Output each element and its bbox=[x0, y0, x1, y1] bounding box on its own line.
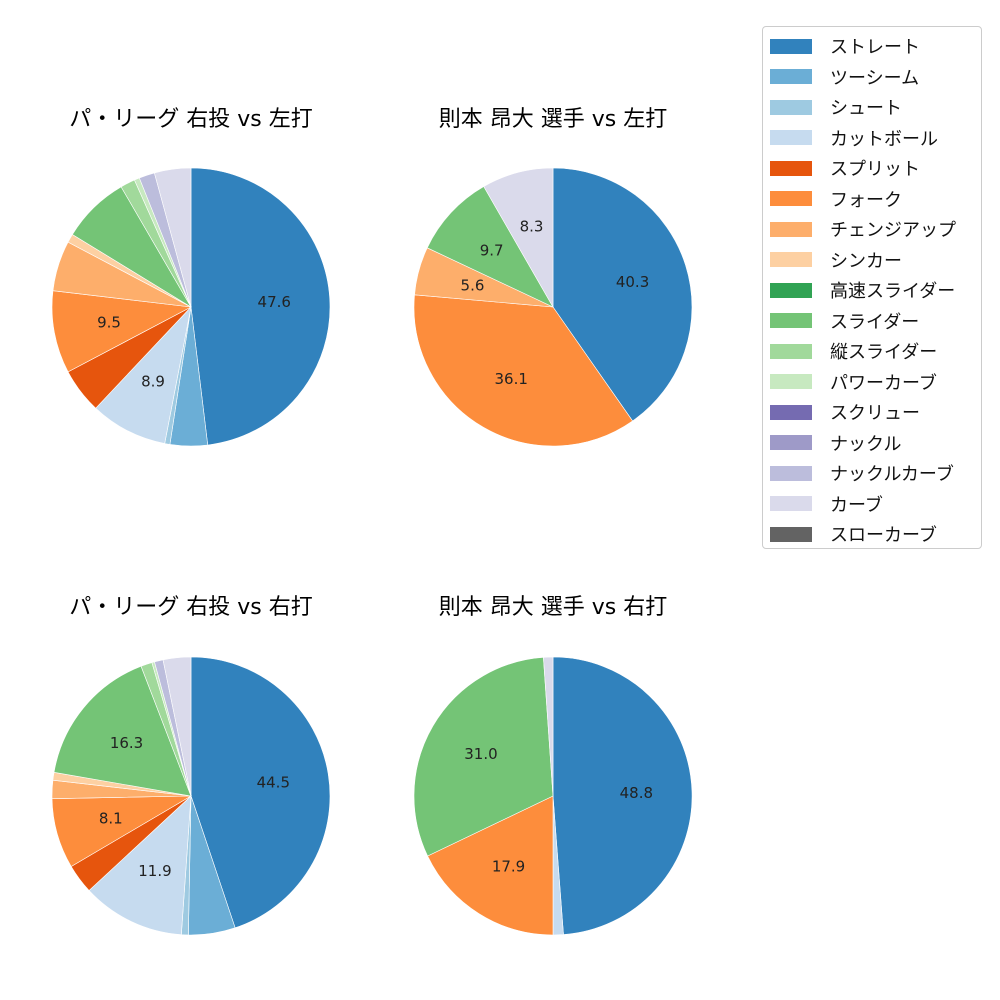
pie-slice bbox=[88, 795, 192, 935]
pie-slice bbox=[552, 656, 693, 935]
legend-item: フォーク bbox=[770, 184, 981, 215]
legend-item: スローカーブ bbox=[770, 519, 981, 550]
legend-item: ストレート bbox=[770, 31, 981, 62]
slice-label: 5.6 bbox=[461, 276, 485, 294]
pie-slice bbox=[552, 167, 693, 422]
legend-item: ナックル bbox=[770, 428, 981, 459]
legend: ストレートツーシームシュートカットボール スプリットフォークチェンジアップ シンカー… bbox=[762, 26, 982, 549]
legend-label: 高速スライダー bbox=[830, 281, 956, 303]
legend-swatch bbox=[770, 313, 812, 329]
legend-item: 高速スライダー bbox=[770, 275, 981, 306]
legend-item: シンカー bbox=[770, 245, 981, 276]
legend-swatch bbox=[770, 343, 812, 359]
pie-slice bbox=[413, 657, 554, 857]
chart-title: パ・リーグ 右投 vs 左打 bbox=[69, 107, 312, 132]
chart-title: パ・リーグ 右投 vs 右打 bbox=[69, 595, 312, 620]
pie-slice bbox=[190, 167, 331, 446]
pie-chart-3: パ・リーグ 右投 vs 右打 44.5 11.9 8.1 16.3 bbox=[51, 595, 331, 936]
legend-item: スプリット bbox=[770, 153, 981, 184]
legend-swatch bbox=[770, 374, 812, 390]
pie-chart-1: パ・リーグ 右投 vs 左打 47.6 8.9 9.5 bbox=[51, 107, 331, 447]
slice-label: 36.1 bbox=[495, 370, 528, 388]
legend-item: ツーシーム bbox=[770, 62, 981, 93]
slice-label: 11.9 bbox=[138, 862, 171, 880]
legend-swatch bbox=[770, 404, 812, 420]
legend-label: パワーカーブ bbox=[830, 372, 937, 394]
pie-chart-2: 則本 昂大 選手 vs 左打 40.3 36.1 5.6 9.7 8.3 bbox=[413, 107, 693, 447]
slice-label: 47.6 bbox=[258, 293, 291, 311]
legend-swatch bbox=[770, 496, 812, 512]
legend-label: ツーシーム bbox=[830, 67, 920, 89]
slice-label: 44.5 bbox=[257, 774, 290, 792]
chart-title: 則本 昂大 選手 vs 右打 bbox=[439, 595, 667, 620]
legend-item: パワーカーブ bbox=[770, 367, 981, 398]
legend-item: 縦スライダー bbox=[770, 336, 981, 367]
pie-slice bbox=[543, 656, 554, 797]
pie-slice bbox=[483, 167, 554, 309]
legend-swatch bbox=[770, 282, 812, 298]
legend-item: カーブ bbox=[770, 489, 981, 520]
legend-item: シュート bbox=[770, 92, 981, 123]
legend-label: 縦スライダー bbox=[830, 342, 938, 364]
legend-swatch bbox=[770, 465, 812, 481]
pie-chart-4: 則本 昂大 選手 vs 右打 48.8 17.9 31.0 bbox=[413, 595, 693, 936]
pie-slice bbox=[53, 665, 192, 797]
legend-item: ナックルカーブ bbox=[770, 458, 981, 489]
slice-label: 16.3 bbox=[110, 734, 143, 752]
legend-swatch bbox=[770, 191, 812, 207]
slice-label: 17.9 bbox=[492, 858, 525, 876]
legend-label: カーブ bbox=[830, 494, 883, 516]
legend-label: ナックルカーブ bbox=[830, 464, 954, 486]
slice-label: 8.1 bbox=[99, 810, 123, 828]
legend-label: スクリュー bbox=[830, 403, 920, 425]
legend-label: カットボール bbox=[830, 128, 938, 150]
legend-item: カットボール bbox=[770, 123, 981, 154]
legend-swatch bbox=[770, 69, 812, 85]
slice-label: 8.9 bbox=[141, 372, 165, 390]
legend-item: スクリュー bbox=[770, 397, 981, 428]
legend-swatch bbox=[770, 221, 812, 237]
legend-label: チェンジアップ bbox=[830, 220, 956, 242]
chart-title: 則本 昂大 選手 vs 左打 bbox=[439, 107, 667, 132]
slice-label: 9.7 bbox=[480, 241, 504, 259]
legend-item: チェンジアップ bbox=[770, 214, 981, 245]
legend-label: シンカー bbox=[830, 250, 902, 272]
legend-swatch bbox=[770, 160, 812, 176]
legend-label: スローカーブ bbox=[830, 525, 937, 547]
legend-swatch bbox=[770, 252, 812, 268]
slice-label: 8.3 bbox=[520, 217, 544, 235]
slice-label: 48.8 bbox=[620, 784, 653, 802]
slice-label: 9.5 bbox=[97, 313, 121, 331]
legend-label: スライダー bbox=[830, 311, 920, 333]
legend-swatch bbox=[770, 130, 812, 146]
pie-slice bbox=[162, 656, 192, 797]
legend-label: フォーク bbox=[830, 189, 902, 211]
pie-slice bbox=[51, 290, 192, 373]
legend-swatch bbox=[770, 435, 812, 451]
legend-label: スプリット bbox=[830, 159, 920, 181]
legend-swatch bbox=[770, 526, 812, 542]
legend-item: スライダー bbox=[770, 306, 981, 337]
slice-label: 31.0 bbox=[464, 745, 497, 763]
slice-label: 40.3 bbox=[616, 273, 649, 291]
legend-label: ストレート bbox=[830, 37, 920, 59]
legend-label: シュート bbox=[830, 98, 902, 120]
pie-slice bbox=[427, 795, 554, 936]
pie-slice bbox=[413, 294, 633, 447]
pie-slice bbox=[426, 186, 554, 308]
legend-label: ナックル bbox=[830, 433, 902, 455]
pie-slice bbox=[190, 656, 331, 929]
legend-swatch bbox=[770, 38, 812, 54]
legend-swatch bbox=[770, 99, 812, 115]
pie-slice bbox=[154, 167, 192, 308]
